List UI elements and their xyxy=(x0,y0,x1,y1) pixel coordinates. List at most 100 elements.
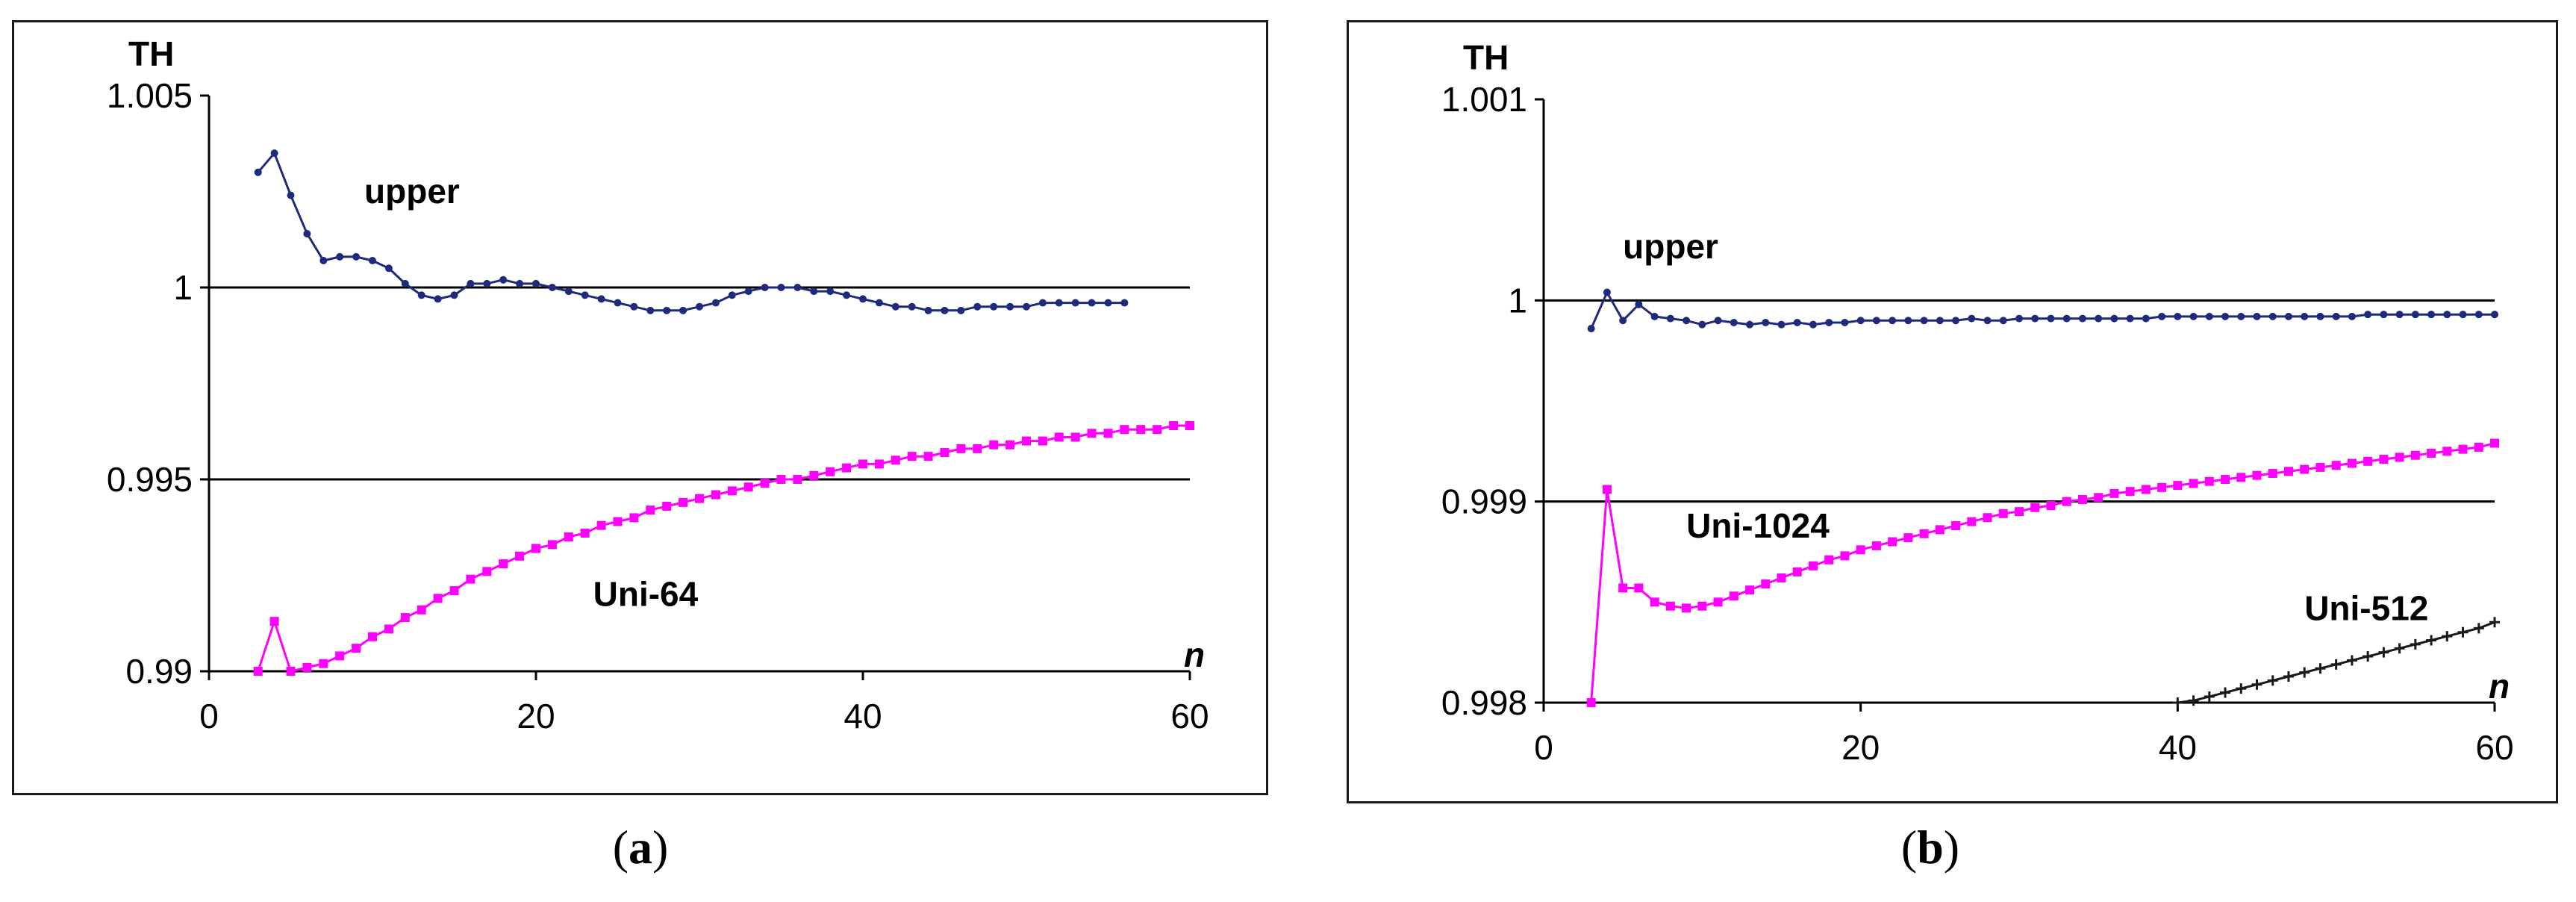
chart-b-x-tick-label-1: 20 xyxy=(1841,728,1880,767)
chart-b-series-uni-1024-point-40 xyxy=(2221,475,2230,485)
chart-b-series-uni-1024-point-45 xyxy=(2300,464,2310,474)
chart-b-series-uni-1024-point-47 xyxy=(2331,461,2341,470)
chart-b-series-uni-512-point-16 xyxy=(2426,635,2437,646)
chart-a-series-uni-64-point-38 xyxy=(874,459,884,469)
chart-a-series-uni-64-point-6 xyxy=(352,644,361,653)
chart-b-series-upper-point-2 xyxy=(1619,317,1627,325)
chart-b-series-uni-512-point-2 xyxy=(2204,691,2215,702)
chart-a-series-uni-64-point-32 xyxy=(776,475,786,484)
chart-a-series-upper-point-0 xyxy=(254,168,262,176)
chart-a-series-uni-64-point-48 xyxy=(1038,436,1047,446)
chart-b-series-uni-512-point-7 xyxy=(2283,671,2294,682)
chart-a-series-uni-64-point-21 xyxy=(596,520,606,530)
chart-b-series-uni-512-point-10 xyxy=(2330,659,2342,670)
chart-b-series-upper-point-9 xyxy=(1730,318,1738,326)
chart-b-series-uni-512-point-1 xyxy=(2188,695,2199,706)
chart-a-svg: 0.99 0.995 1 1.005 0 20 40 60 TH n upper Uni-64 xyxy=(107,34,1209,735)
chart-b-series-upper-point-30 xyxy=(2062,314,2071,323)
chart-b-series-upper-point-56 xyxy=(2474,311,2483,319)
chart-a-series-upper-point-31 xyxy=(761,284,769,291)
chart-b-series-uni-1024-point-8 xyxy=(1713,597,1723,607)
caption-b-letter: b xyxy=(1917,821,1944,874)
chart-a-series-upper-point-42 xyxy=(941,306,949,314)
chart-b-series-uni-1024-point-53 xyxy=(2427,449,2436,458)
chart-b-series-uni-1024-point-9 xyxy=(1729,591,1738,601)
chart-a-series-upper-point-32 xyxy=(777,284,785,291)
chart-b-series-upper-point-40 xyxy=(2221,312,2230,320)
chart-a-series-label-1: Uni-64 xyxy=(593,575,699,614)
chart-a-series-upper-point-49 xyxy=(1055,299,1063,307)
chart-a-series-upper-point-27 xyxy=(696,302,703,311)
chart-b-series-uni-1024-point-46 xyxy=(2315,462,2325,472)
chart-a-series-upper-point-5 xyxy=(336,252,344,261)
chart-b-series-upper-point-29 xyxy=(2047,314,2055,323)
chart-a-series-upper-point-15 xyxy=(499,276,508,284)
chart-b-series-uni-1024-point-26 xyxy=(1998,508,2008,518)
chart-a-series-upper-point-36 xyxy=(843,291,851,299)
chart-a-series-upper-point-16 xyxy=(516,279,524,287)
chart-b-series-upper-point-28 xyxy=(2031,314,2039,323)
chart-a-series-upper-point-28 xyxy=(711,299,720,307)
chart-b-series-upper-point-50 xyxy=(2380,311,2388,319)
chart-a-series-uni-64-point-12 xyxy=(449,586,459,596)
chart-b-series-upper-point-36 xyxy=(2158,312,2166,320)
chart-b-series-uni-1024-point-11 xyxy=(1761,579,1771,589)
chart-b-series-uni-512-point-15 xyxy=(2410,638,2421,650)
chart-b-series-upper-point-22 xyxy=(1936,317,1944,325)
chart-b-series-uni-1024-point-2 xyxy=(1618,583,1628,593)
chart-a-series-upper-point-50 xyxy=(1071,299,1079,307)
chart-panel-b: 0.998 0.999 1 1.001 0 20 40 60 TH n upper Uni-1024 U… xyxy=(1347,20,2558,803)
chart-b-series-uni-1024-point-27 xyxy=(2015,507,2024,517)
chart-a-series-uni-64-point-45 xyxy=(989,440,999,450)
chart-a-y-tick-label-0: 0.99 xyxy=(125,652,193,691)
chart-a-series-upper-point-4 xyxy=(319,257,328,265)
chart-b-series-uni-512 xyxy=(2172,617,2500,708)
chart-a-series-upper-point-8 xyxy=(384,264,393,273)
chart-b-series-uni-1024-point-21 xyxy=(1919,529,1929,538)
chart-b-series-uni-1024-point-0 xyxy=(1586,698,1596,707)
chart-a-series-upper-point-25 xyxy=(663,306,671,314)
chart-b-series-upper-point-46 xyxy=(2316,312,2324,320)
chart-b-series-uni-1024-point-57 xyxy=(2490,438,2499,448)
chart-a-series-upper-point-41 xyxy=(924,306,932,314)
chart-a-series-uni-64-point-4 xyxy=(319,659,328,668)
chart-a-series-upper-point-21 xyxy=(597,295,605,303)
chart-b-series-upper-point-39 xyxy=(2205,312,2213,320)
chart-b-series-uni-1024-point-1 xyxy=(1602,485,1612,494)
chart-a-x-tick-label-1: 20 xyxy=(517,697,555,735)
chart-b-series-upper-point-57 xyxy=(2491,311,2498,319)
chart-b-series-uni-512-point-6 xyxy=(2267,675,2278,686)
chart-a-series-upper-point-20 xyxy=(581,291,589,299)
chart-b-series-upper-point-16 xyxy=(1841,318,1849,326)
chart-b-series-upper-point-3 xyxy=(1635,300,1643,308)
chart-a-series-uni-64-point-20 xyxy=(580,528,590,538)
chart-a-series-upper-point-43 xyxy=(957,306,965,314)
chart-a-series-uni-64-point-44 xyxy=(973,444,982,453)
chart-b-series-upper-point-32 xyxy=(2095,314,2103,323)
chart-a-series-upper-point-13 xyxy=(467,279,475,287)
chart-a-series-uni-64-point-17 xyxy=(531,544,540,553)
chart-b-series-uni-1024-point-28 xyxy=(2030,503,2040,512)
chart-b-series-upper-point-47 xyxy=(2332,312,2340,320)
chart-a-series-upper-point-1 xyxy=(270,149,278,158)
chart-a-series-uni-64-point-51 xyxy=(1087,429,1097,438)
chart-b-series-upper-point-27 xyxy=(2015,314,2023,323)
chart-b-series-uni-1024-point-14 xyxy=(1808,561,1818,570)
chart-b-series-uni-1024-point-35 xyxy=(2141,485,2151,494)
chart-a-series-upper-point-40 xyxy=(908,302,916,311)
chart-a-series-upper-point-17 xyxy=(532,279,540,287)
chart-a-series-upper-point-33 xyxy=(793,284,802,291)
chart-a-x-axis-title: n xyxy=(1184,635,1205,674)
chart-a-series-uni-64-point-54 xyxy=(1136,425,1146,435)
chart-a-series-uni-64-point-26 xyxy=(679,497,688,507)
chart-a-x-tick-label-0: 0 xyxy=(199,697,219,735)
chart-b-series-uni-1024-point-4 xyxy=(1650,597,1659,607)
chart-b-series-upper-point-35 xyxy=(2142,314,2150,323)
chart-b-series-uni-512-point-18 xyxy=(2457,626,2469,638)
chart-b-series-uni-1024-point-32 xyxy=(2094,493,2103,503)
chart-b-series-upper-point-31 xyxy=(2078,314,2086,323)
chart-b-series-upper-point-14 xyxy=(1809,320,1817,329)
chart-b-series-uni-1024-point-7 xyxy=(1697,601,1707,611)
chart-b-series-uni-512-point-4 xyxy=(2236,683,2247,694)
chart-b-series-uni-512-point-11 xyxy=(2346,655,2357,666)
